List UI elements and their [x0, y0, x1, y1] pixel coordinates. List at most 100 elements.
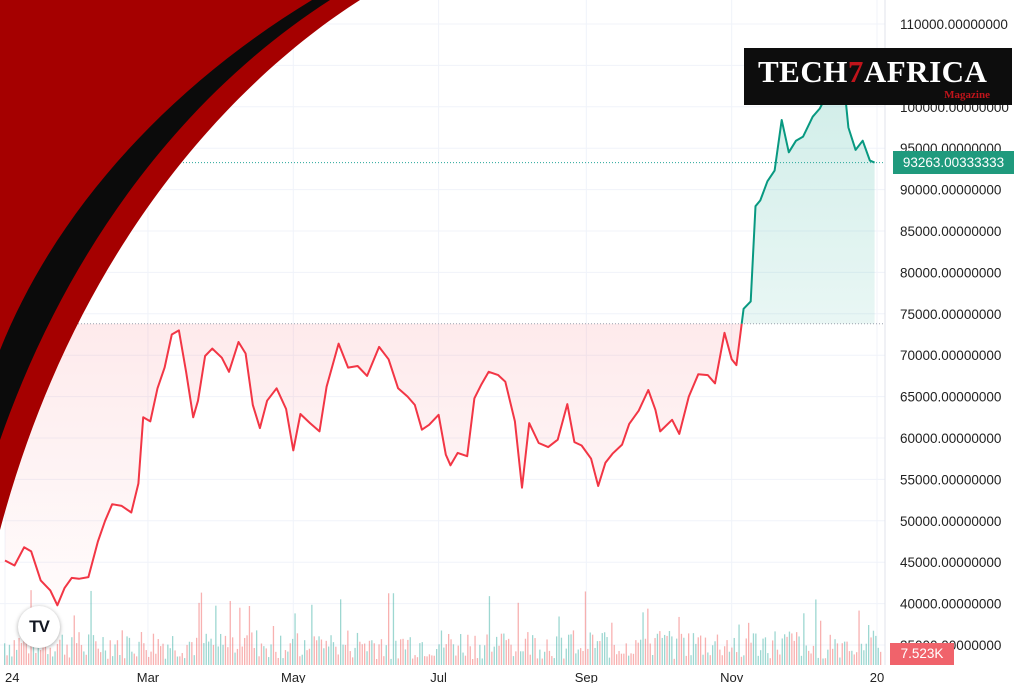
volume-bar: [383, 656, 385, 665]
volume-bar: [508, 638, 510, 665]
volume-bar: [40, 650, 42, 665]
volume-bar: [856, 652, 858, 665]
volume-bar: [102, 637, 104, 665]
volume-bar: [546, 639, 548, 665]
volume-bar: [728, 651, 731, 665]
volume-bar: [203, 643, 205, 665]
volume-bar: [260, 643, 263, 665]
volume-bar: [512, 656, 515, 665]
x-axis: 24 Mar May Jul Sep Nov 20: [5, 670, 884, 683]
volume-bar: [400, 639, 402, 665]
y-tick-label: 60000.00000000: [900, 431, 1001, 446]
volume-bar: [534, 638, 536, 665]
volume-bar: [743, 655, 745, 665]
volume-bar: [616, 654, 618, 665]
y-tick-label: 85000.00000000: [900, 224, 1001, 239]
volume-bar: [116, 640, 119, 665]
volume-bar: [623, 653, 625, 665]
volume-bar: [731, 647, 733, 665]
volume-bar: [164, 658, 167, 665]
volume-bar: [740, 656, 743, 665]
volume-bar: [467, 634, 469, 665]
volume-bar: [330, 635, 332, 665]
volume-bar: [592, 634, 594, 665]
volume-bar: [328, 646, 330, 665]
volume-bar: [436, 649, 438, 665]
volume-bar: [364, 643, 366, 665]
volume-bar: [253, 647, 255, 665]
volume-bar: [613, 644, 615, 665]
volume-bar: [608, 657, 611, 665]
volume-bar: [258, 656, 260, 665]
volume-bar: [128, 637, 131, 665]
volume-bar: [817, 657, 819, 665]
volume-bar: [246, 635, 248, 665]
volume-bar: [635, 640, 637, 665]
volume-bar: [332, 642, 335, 665]
volume-bar: [13, 640, 15, 665]
volume-bar: [272, 625, 275, 665]
volume-bar: [750, 642, 752, 665]
volume-bar: [637, 642, 639, 665]
volume-bar: [712, 645, 714, 665]
volume-bar: [702, 654, 704, 665]
logo-seven: 7: [847, 54, 864, 89]
volume-bar: [632, 653, 635, 665]
volume-bar: [584, 591, 587, 665]
loss-area: [5, 323, 742, 606]
volume-bar: [179, 656, 181, 665]
x-tick-label: 24: [5, 670, 19, 683]
logo-subtitle: Magazine: [944, 89, 990, 101]
volume-bar: [793, 640, 795, 665]
volume-bar: [371, 640, 373, 665]
volume-bar: [484, 645, 486, 665]
volume-bar: [642, 612, 644, 665]
volume-bar: [138, 641, 140, 665]
volume-bar: [601, 633, 603, 665]
volume-bar: [565, 648, 567, 665]
volume-bar: [868, 625, 870, 665]
volume-bar: [316, 640, 318, 665]
volume-bar: [875, 635, 877, 665]
volume-bar: [640, 639, 642, 665]
volume-bar: [335, 646, 337, 665]
volume-bar: [186, 644, 188, 665]
volume-bar: [544, 651, 546, 665]
volume-bar: [448, 633, 450, 665]
volume-bar: [570, 634, 572, 665]
volume-bar: [152, 633, 155, 665]
volume-bar: [301, 654, 303, 665]
volume-bar: [88, 634, 90, 665]
volume-bar: [373, 643, 375, 665]
volume-bar: [863, 650, 865, 665]
volume-bar: [376, 658, 378, 665]
volume-bar: [865, 643, 867, 665]
volume-bar: [582, 651, 584, 665]
volume-bar: [140, 632, 143, 665]
volume-bar: [880, 651, 882, 665]
volume-bar: [143, 643, 145, 665]
y-tick-label: 90000.00000000: [900, 183, 1001, 198]
volume-bar: [736, 652, 738, 665]
volume-bar: [784, 634, 786, 665]
volume-bar: [277, 657, 279, 665]
volume-bar: [419, 643, 421, 665]
volume-bar: [491, 651, 493, 665]
volume-bar: [109, 640, 111, 665]
volume-bar: [210, 638, 212, 665]
volume-bar: [313, 636, 315, 665]
volume-bar: [486, 634, 488, 665]
volume-bar: [176, 656, 179, 665]
volume-bar: [11, 656, 13, 665]
volume-bar: [368, 640, 371, 665]
volume-bar: [124, 658, 126, 665]
volume-bar: [796, 632, 798, 665]
volume-bar: [169, 648, 171, 665]
volume-bar: [181, 653, 183, 665]
volume-bar: [767, 653, 769, 665]
volume-bar: [596, 641, 599, 665]
volume-bar: [236, 648, 239, 665]
tradingview-watermark[interactable]: TV: [18, 606, 60, 648]
volume-bar: [572, 630, 575, 665]
